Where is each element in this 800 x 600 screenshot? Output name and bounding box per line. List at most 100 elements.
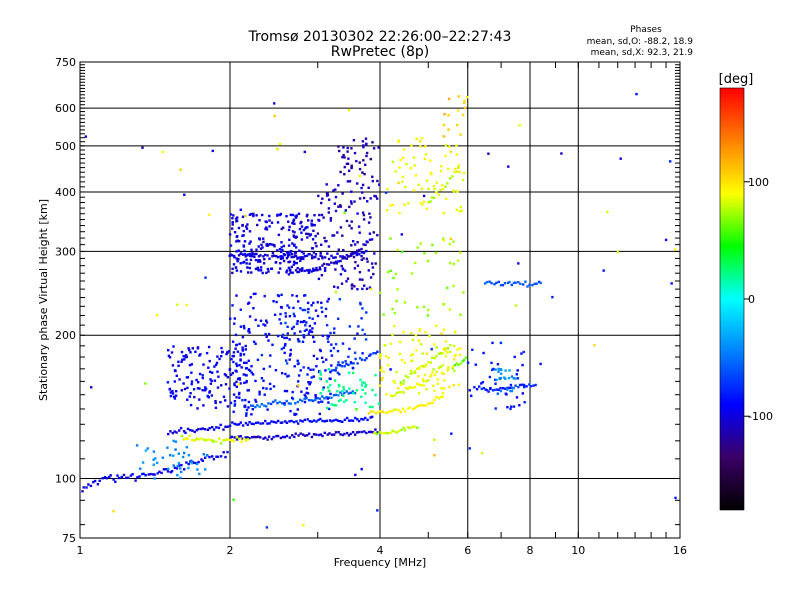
data-point bbox=[228, 424, 232, 427]
data-point bbox=[375, 432, 378, 436]
data-point bbox=[301, 256, 304, 259]
data-point bbox=[535, 282, 538, 285]
data-point bbox=[504, 369, 507, 372]
data-point bbox=[234, 369, 237, 372]
data-point bbox=[372, 352, 375, 355]
data-point bbox=[386, 432, 390, 435]
data-point bbox=[452, 344, 456, 348]
data-point bbox=[495, 281, 498, 285]
data-point bbox=[275, 255, 278, 258]
data-point bbox=[670, 282, 673, 285]
data-point bbox=[235, 380, 238, 383]
data-point bbox=[185, 303, 188, 307]
data-point bbox=[412, 156, 416, 159]
data-point bbox=[427, 187, 430, 191]
data-point bbox=[339, 255, 342, 258]
data-point bbox=[356, 241, 359, 244]
colorbar-tick-label: 0 bbox=[748, 293, 755, 306]
data-point bbox=[236, 216, 239, 219]
data-point bbox=[318, 266, 321, 269]
data-point bbox=[284, 315, 288, 318]
data-point bbox=[321, 395, 324, 398]
data-point bbox=[352, 392, 355, 395]
data-point bbox=[300, 399, 304, 403]
data-point bbox=[349, 361, 353, 364]
data-point bbox=[518, 383, 522, 387]
data-point bbox=[250, 212, 253, 216]
data-point bbox=[265, 319, 268, 322]
data-point bbox=[275, 434, 278, 438]
data-point bbox=[516, 369, 519, 372]
data-point bbox=[156, 472, 159, 475]
data-point bbox=[418, 383, 421, 386]
data-point bbox=[281, 435, 285, 439]
data-point bbox=[507, 165, 510, 168]
data-point bbox=[188, 434, 191, 437]
data-point bbox=[308, 234, 312, 237]
data-point bbox=[235, 235, 238, 238]
data-point bbox=[393, 394, 397, 397]
data-point bbox=[379, 369, 383, 372]
data-point bbox=[297, 434, 300, 437]
data-point bbox=[294, 254, 297, 257]
data-point bbox=[320, 243, 323, 246]
data-point bbox=[491, 341, 494, 345]
data-point bbox=[418, 339, 421, 343]
data-point bbox=[478, 385, 481, 388]
data-point bbox=[166, 470, 170, 473]
data-point bbox=[290, 255, 293, 259]
data-point bbox=[518, 124, 521, 127]
data-point bbox=[208, 213, 211, 217]
data-point bbox=[285, 389, 289, 393]
data-point bbox=[273, 102, 276, 105]
data-point bbox=[235, 257, 238, 260]
data-point bbox=[179, 168, 182, 171]
data-point bbox=[197, 438, 200, 441]
data-point bbox=[320, 356, 324, 359]
data-point bbox=[399, 410, 403, 414]
data-point bbox=[337, 184, 340, 187]
data-point bbox=[444, 348, 447, 351]
data-point bbox=[287, 228, 291, 232]
data-point bbox=[235, 343, 239, 347]
data-point bbox=[333, 379, 337, 382]
data-point bbox=[176, 303, 179, 306]
data-point bbox=[459, 205, 462, 209]
data-point bbox=[217, 375, 220, 378]
data-point bbox=[484, 282, 487, 285]
data-point bbox=[387, 356, 390, 360]
data-point bbox=[269, 267, 273, 270]
data-point bbox=[283, 389, 287, 393]
data-point bbox=[376, 179, 379, 183]
data-point bbox=[310, 376, 313, 379]
data-point bbox=[297, 212, 301, 215]
data-point bbox=[274, 369, 278, 372]
data-point bbox=[173, 466, 177, 469]
data-point bbox=[310, 219, 313, 222]
data-point bbox=[342, 385, 345, 389]
data-point bbox=[291, 390, 294, 394]
data-point bbox=[238, 240, 241, 243]
data-point bbox=[368, 238, 372, 241]
data-point bbox=[457, 166, 460, 169]
data-point bbox=[414, 174, 417, 177]
data-point bbox=[372, 272, 375, 276]
data-point bbox=[393, 408, 396, 411]
data-point bbox=[171, 392, 175, 395]
data-point bbox=[314, 255, 317, 259]
data-point bbox=[463, 106, 467, 109]
data-point bbox=[522, 383, 526, 387]
data-point bbox=[429, 171, 433, 174]
data-point bbox=[276, 434, 280, 438]
data-point bbox=[312, 256, 316, 259]
data-point bbox=[266, 438, 269, 441]
data-point bbox=[312, 251, 316, 254]
data-point bbox=[308, 252, 311, 256]
data-point bbox=[456, 259, 460, 262]
data-point bbox=[377, 402, 380, 405]
data-point bbox=[429, 200, 432, 203]
data-point bbox=[317, 277, 321, 281]
data-point bbox=[497, 280, 500, 284]
data-point bbox=[350, 164, 353, 167]
